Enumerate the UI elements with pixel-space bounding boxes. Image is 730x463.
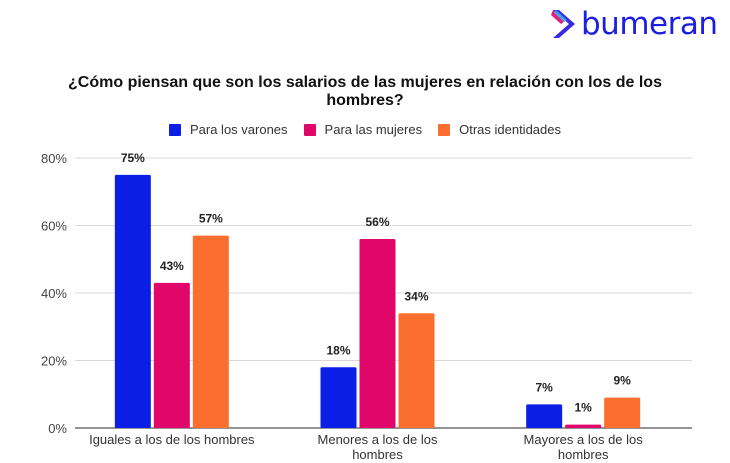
legend-swatch xyxy=(303,123,316,136)
legend-item-mujeres: Para las mujeres xyxy=(303,122,423,137)
y-tick-label: 60% xyxy=(41,219,67,234)
legend-swatch xyxy=(438,123,451,136)
chart-title: ¿Cómo piensan que son los salarios de la… xyxy=(40,74,690,110)
data-label: 57% xyxy=(199,212,223,226)
chart-title-line: ¿Cómo piensan que son los salarios de la… xyxy=(68,74,662,91)
data-label: 18% xyxy=(326,343,350,357)
bar xyxy=(359,239,396,428)
x-tick-label: hombres xyxy=(558,447,609,462)
x-tick-label: Mayores a los de los xyxy=(524,432,644,447)
bar xyxy=(153,282,190,428)
bar xyxy=(398,313,435,428)
data-label: 1% xyxy=(574,401,592,415)
x-tick-label: Iguales a los de los hombres xyxy=(89,432,255,447)
chart-legend: Para los varones Para las mujeres Otras … xyxy=(0,122,730,137)
brand-logo: bumeran xyxy=(551,6,718,42)
legend-label: Para los varones xyxy=(189,122,288,137)
data-label: 56% xyxy=(365,215,389,229)
legend-swatch xyxy=(168,123,181,136)
bar xyxy=(114,174,151,428)
x-tick-label: hombres xyxy=(352,447,403,462)
chevron-logo-icon xyxy=(551,10,575,38)
legend-item-varones: Para los varones xyxy=(168,122,288,137)
chart-title-line: hombres? xyxy=(326,92,404,109)
legend-label: Otras identidades xyxy=(459,122,561,137)
x-tick-label: Menores a los de los xyxy=(318,432,438,447)
bar xyxy=(604,397,641,428)
brand-name: bumeran xyxy=(581,6,718,42)
data-label: 43% xyxy=(160,259,184,273)
y-tick-label: 80% xyxy=(41,151,67,166)
legend-label: Para las mujeres xyxy=(324,122,423,137)
y-tick-label: 20% xyxy=(41,354,67,369)
bar xyxy=(526,404,563,428)
bar xyxy=(320,367,357,428)
bar xyxy=(192,235,229,428)
legend-item-otras: Otras identidades xyxy=(438,122,561,137)
data-label: 9% xyxy=(613,374,631,388)
y-tick-label: 40% xyxy=(41,286,67,301)
data-label: 75% xyxy=(121,151,145,165)
bar xyxy=(565,424,602,428)
data-label: 34% xyxy=(404,289,428,303)
y-tick-label: 0% xyxy=(48,421,67,436)
data-label: 7% xyxy=(535,380,553,394)
